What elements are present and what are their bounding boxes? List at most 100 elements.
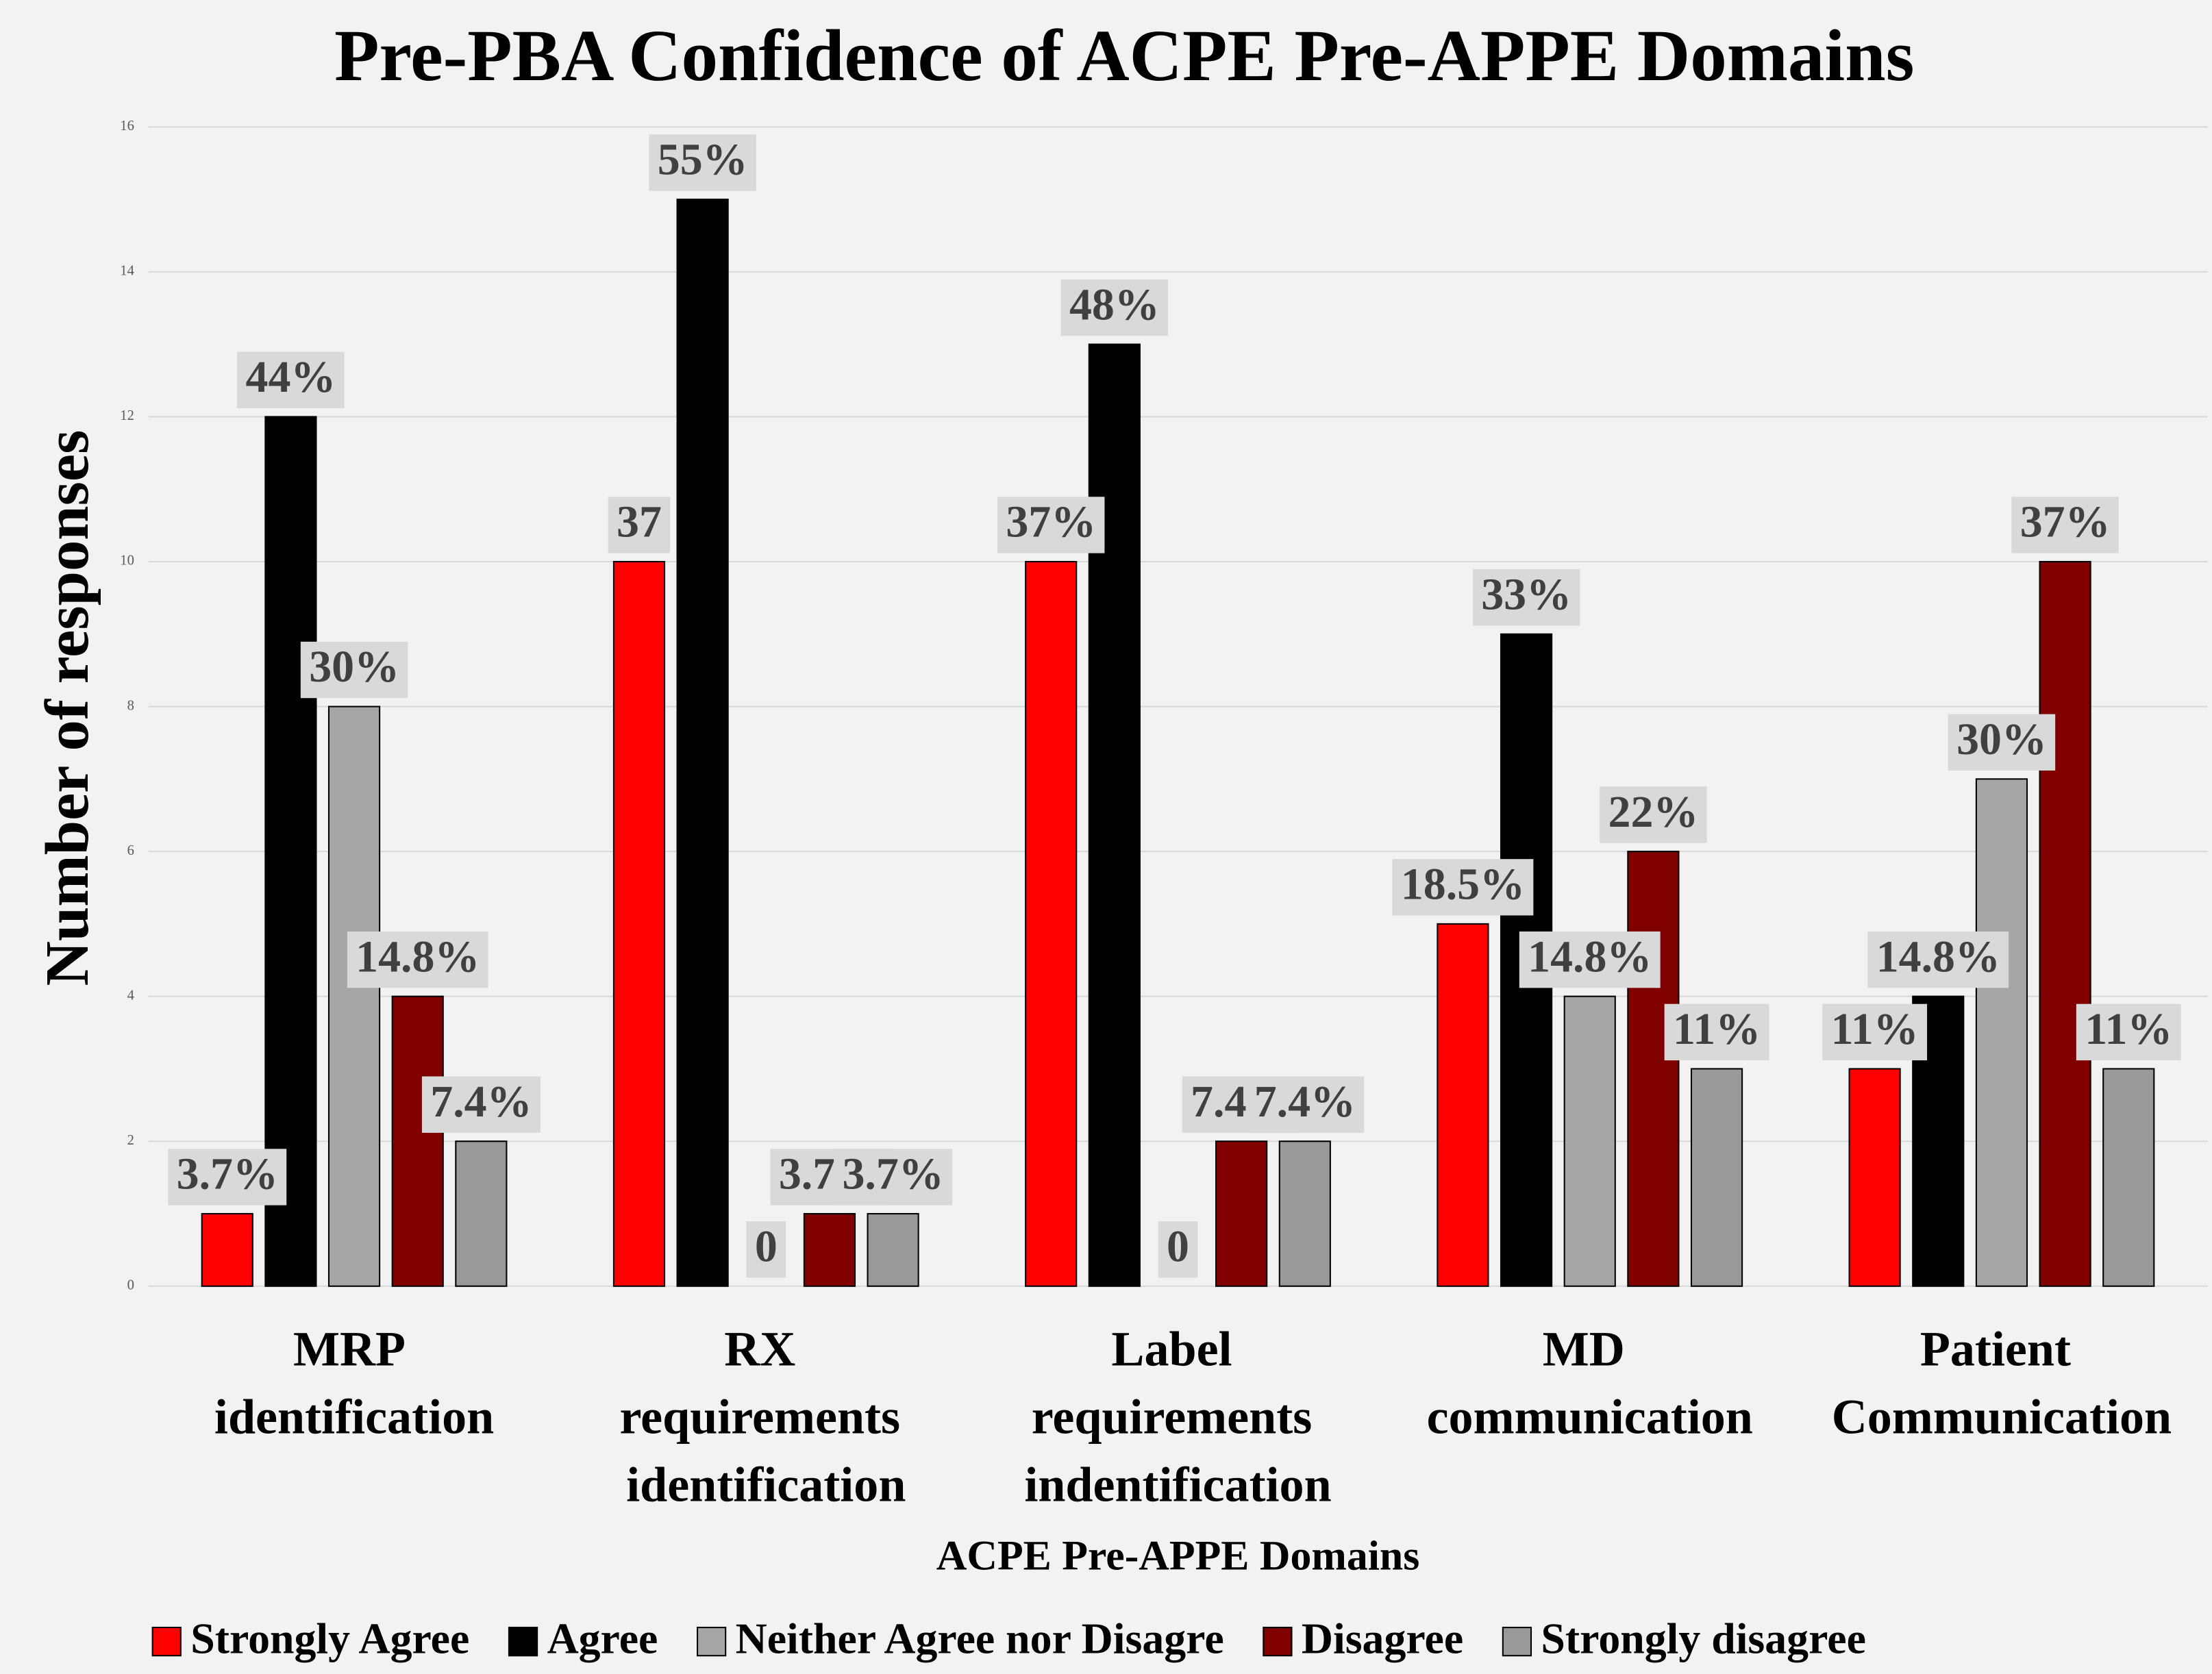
data-label-group: 14.8% <box>1519 931 1661 988</box>
data-label-group: 14.8% <box>347 931 488 988</box>
y-tick-label: 16 <box>120 118 134 134</box>
data-label-group: 3.7% <box>834 1149 953 1205</box>
legend-label: Strongly disagree <box>1541 1614 1865 1662</box>
data-label-group: 0 <box>1158 1221 1198 1278</box>
legend-label: Agree <box>547 1614 658 1662</box>
data-label: 44% <box>246 352 336 402</box>
data-label: 37 <box>617 497 662 547</box>
data-label: 33% <box>1481 569 1571 619</box>
legend-label: Strongly Agree <box>190 1614 469 1662</box>
y-tick-label: 6 <box>127 843 134 858</box>
data-label: 37% <box>2020 497 2111 547</box>
x-tick-label: Patient Communication <box>1832 1321 2172 1444</box>
data-label: 7.4% <box>430 1077 532 1127</box>
data-label-group: 7.4% <box>421 1076 540 1133</box>
x-tick-label: Label requirements indentification <box>1024 1321 1331 1512</box>
data-label-group: 30% <box>1948 714 2056 771</box>
bar <box>1563 995 1616 1287</box>
data-label: 11% <box>1831 1004 1919 1054</box>
y-tick-label: 10 <box>120 553 134 569</box>
bar <box>1215 1140 1268 1287</box>
legend-swatch <box>508 1627 538 1657</box>
data-label-group: 33% <box>1472 569 1580 626</box>
data-label-box <box>1392 859 1534 916</box>
bar <box>1627 851 1680 1287</box>
bar <box>1437 923 1489 1287</box>
data-label-box <box>1060 279 1169 336</box>
y-tick-label: 2 <box>127 1133 134 1148</box>
legend-swatch <box>1263 1627 1293 1657</box>
bar <box>2039 560 2091 1287</box>
bar <box>676 199 729 1287</box>
data-label-box <box>608 497 671 553</box>
data-label-box <box>421 1076 540 1133</box>
bar <box>1975 778 2028 1287</box>
data-label-box <box>2011 497 2119 553</box>
data-label-box <box>834 1149 953 1205</box>
legend-swatch <box>151 1627 182 1657</box>
data-label: 30% <box>309 642 399 692</box>
data-label: 11% <box>2085 1004 2172 1054</box>
data-label-group: 30% <box>300 641 408 699</box>
y-tick-label: 14 <box>120 264 134 279</box>
bar <box>612 560 666 1287</box>
data-label-box <box>1600 786 1707 843</box>
data-label: 48% <box>1069 279 1160 329</box>
y-tick-label: 0 <box>127 1278 134 1293</box>
data-label-group: 7.4% <box>1245 1076 1365 1133</box>
data-label: 0 <box>755 1221 778 1271</box>
data-label-box <box>1158 1221 1198 1278</box>
bar <box>803 1212 856 1287</box>
bar <box>1088 343 1141 1287</box>
data-label: 22% <box>1608 787 1699 837</box>
data-label: 7.4% <box>1254 1077 1356 1127</box>
data-label-group: 22% <box>1600 786 1707 843</box>
data-label: 14.8% <box>1876 932 2000 982</box>
data-label-box <box>1472 569 1580 626</box>
bar <box>327 705 381 1287</box>
data-label-group: 44% <box>237 351 345 409</box>
data-label-group: 11% <box>1664 1003 1769 1061</box>
data-label-box <box>649 134 756 191</box>
data-label-box <box>1519 931 1661 988</box>
y-tick-label: 8 <box>127 698 134 713</box>
y-axis-title: Number of responses <box>32 430 101 986</box>
data-label: 30% <box>1956 714 2047 764</box>
data-label-group: 55% <box>649 134 756 191</box>
data-label-group: 3.7% <box>168 1149 287 1205</box>
bar <box>1025 560 1078 1287</box>
bar <box>201 1212 253 1287</box>
x-axis-title: ACPE Pre-APPE Domains <box>936 1532 1419 1579</box>
bar <box>391 995 444 1287</box>
bar <box>264 416 317 1287</box>
data-label-box <box>1245 1076 1365 1133</box>
data-label-group: 37 <box>608 497 671 553</box>
data-label-group: 11% <box>1822 1003 1928 1061</box>
chart-title: Pre-PBA Confidence of ACPE Pre-APPE Doma… <box>334 16 1914 97</box>
data-label-box <box>1867 931 2009 988</box>
data-label-group: 14.8% <box>1867 931 2009 988</box>
data-label-box <box>2076 1003 2181 1061</box>
y-tick-label: 12 <box>120 408 134 423</box>
data-label: 11% <box>1673 1004 1761 1054</box>
legend-swatch <box>696 1627 727 1657</box>
data-label-group: 48% <box>1060 279 1169 336</box>
data-label: 0 <box>1167 1221 1189 1271</box>
data-label-group: 37% <box>997 497 1105 553</box>
data-label-box <box>1664 1003 1769 1061</box>
bar <box>1848 1068 1901 1287</box>
data-label-box <box>237 351 345 409</box>
data-label-group: 0 <box>746 1221 786 1278</box>
data-label-box <box>746 1221 786 1278</box>
bar <box>1690 1068 1743 1287</box>
x-tick-label: RX requirements identification <box>619 1321 912 1512</box>
data-label-group: 18.5% <box>1392 859 1534 916</box>
x-tick-label: MD communication <box>1427 1321 1753 1444</box>
data-label: 55% <box>658 135 748 185</box>
x-tick-label: MRP identification <box>214 1321 494 1444</box>
data-label-box <box>300 641 408 699</box>
data-label: 37% <box>1006 497 1096 547</box>
data-label-box <box>168 1149 287 1205</box>
data-label: 14.8% <box>356 932 480 982</box>
